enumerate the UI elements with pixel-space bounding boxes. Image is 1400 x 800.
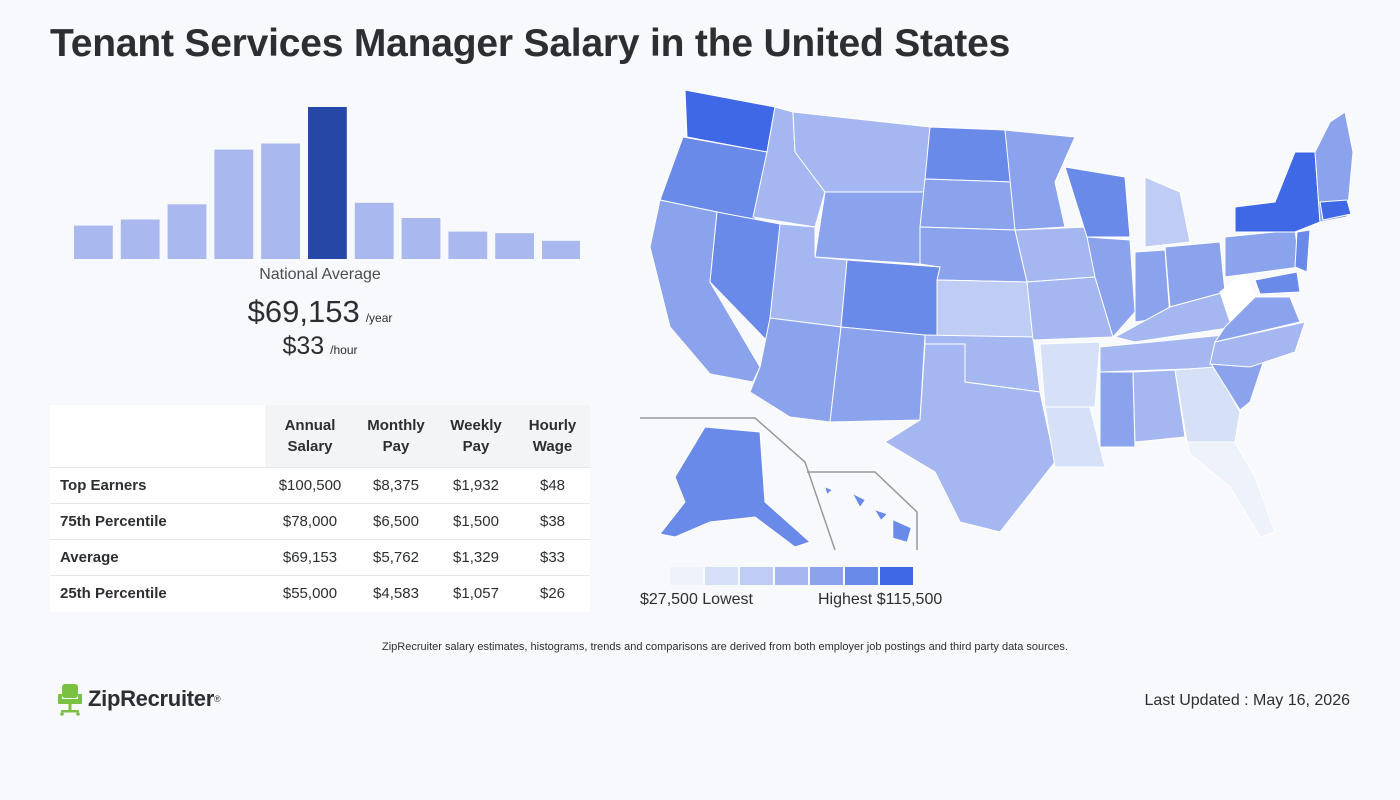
hourly-value: $33 [282, 332, 325, 360]
legend-swatch [845, 567, 878, 585]
cell-hourly: $33 [515, 539, 590, 576]
hawaii-inset-border [807, 471, 918, 550]
map-region-arkansas [1039, 341, 1101, 408]
histogram-bar [120, 219, 160, 259]
map-region-mississippi [1099, 371, 1136, 448]
row-label: Top Earners [50, 467, 265, 504]
salary-table: Annual Salary Monthly Pay Weekly Pay Hou… [50, 405, 590, 612]
chair-icon [58, 684, 82, 716]
table-row: 25th Percentile $55,000 $4,583 $1,057 $2… [50, 575, 590, 612]
page-title: Tenant Services Manager Salary in the Un… [50, 22, 1011, 65]
histogram-bar [354, 202, 394, 259]
map-region-iowa [1014, 226, 1096, 283]
brand-mark: ® [213, 694, 221, 704]
histogram-bar [74, 225, 113, 259]
map-region-new-jersey [1294, 229, 1311, 273]
map-region-maryland [1254, 271, 1301, 295]
map-region-north-carolina [1209, 321, 1306, 368]
alaska-inset-border [640, 417, 836, 551]
cell-monthly: $4,583 [355, 575, 437, 612]
map-region-kansas [936, 279, 1034, 338]
legend-swatch [810, 567, 843, 585]
header-monthly-pay: Monthly Pay [355, 405, 437, 468]
legend-swatch [670, 567, 703, 585]
map-region-michigan [1144, 176, 1191, 248]
cell-weekly: $1,932 [437, 467, 515, 504]
map-region-georgia [1174, 366, 1241, 443]
legend-swatch [880, 567, 913, 585]
map-region-west-virginia [1219, 271, 1256, 323]
cell-annual: $55,000 [265, 575, 355, 612]
row-label: 75th Percentile [50, 503, 265, 540]
yearly-unit: /year [365, 311, 393, 325]
cell-annual: $69,153 [265, 539, 355, 576]
cell-annual: $78,000 [265, 503, 355, 540]
histogram-bar [495, 233, 534, 259]
map-region-colorado [840, 259, 941, 338]
map-region-illinois [1086, 236, 1136, 339]
national-average-label: National Average [259, 266, 381, 283]
legend-high-label: Highest $115,500 [818, 591, 943, 608]
map-region-alaska [659, 426, 811, 548]
map-region-new-york [1234, 151, 1321, 233]
header-hourly-wage: Hourly Wage [515, 405, 590, 468]
map-region-minnesota [1004, 129, 1076, 231]
map-region-hawaii [824, 486, 912, 543]
us-salary-map [640, 89, 1354, 551]
ziprecruiter-logo[interactable]: ZipRecruiter ® [58, 682, 221, 716]
legend-swatch [740, 567, 773, 585]
cell-hourly: $26 [515, 575, 590, 612]
cell-monthly: $5,762 [355, 539, 437, 576]
cell-monthly: $8,375 [355, 467, 437, 504]
table-row: 75th Percentile $78,000 $6,500 $1,500 $3… [50, 503, 590, 540]
histogram-bar [167, 204, 207, 259]
cell-annual: $100,500 [265, 467, 355, 504]
header-annual-salary: Annual Salary [265, 405, 355, 468]
map-region-massachusetts [1319, 199, 1352, 221]
map-region-south-dakota [919, 178, 1016, 231]
map-region-north-dakota [924, 126, 1014, 183]
map-region-alabama [1132, 369, 1186, 443]
national-average-yearly: $69,153/year [60, 294, 580, 330]
cell-weekly: $1,329 [437, 539, 515, 576]
legend-swatch [705, 567, 738, 585]
map-legend [670, 567, 913, 585]
histogram-bar [542, 240, 580, 259]
salary-histogram [74, 107, 580, 259]
row-label: 25th Percentile [50, 575, 265, 612]
footnote: ZipRecruiter salary estimates, histogram… [382, 641, 1068, 653]
national-average-hourly: $33/hour [60, 332, 580, 361]
last-updated: Last Updated : May 16, 2026 [1144, 692, 1350, 709]
cell-weekly: $1,057 [437, 575, 515, 612]
table-row: Average $69,153 $5,762 $1,329 $33 [50, 539, 590, 576]
hourly-unit: /hour [330, 343, 358, 357]
histogram-bar-national-average [308, 107, 347, 259]
map-region-texas [884, 343, 1056, 533]
cell-hourly: $38 [515, 503, 590, 540]
table-header-row: Annual Salary Monthly Pay Weekly Pay Hou… [50, 405, 590, 468]
cell-monthly: $6,500 [355, 503, 437, 540]
histogram-bar [214, 149, 254, 259]
row-label: Average [50, 539, 265, 576]
map-region-pennsylvania [1224, 229, 1301, 278]
histogram-bar [261, 143, 300, 259]
header-weekly-pay: Weekly Pay [437, 405, 515, 468]
yearly-value: $69,153 [247, 294, 360, 329]
map-region-louisiana [1044, 406, 1106, 468]
map-region-new-mexico [829, 326, 926, 423]
cell-hourly: $48 [515, 467, 590, 504]
map-region-florida [1186, 441, 1276, 538]
histogram-bar [401, 218, 441, 259]
map-region-wisconsin [1064, 166, 1131, 238]
brand-name: ZipRecruiter [88, 686, 214, 711]
histogram-bar [448, 231, 488, 259]
cell-weekly: $1,500 [437, 503, 515, 540]
table-row: Top Earners $100,500 $8,375 $1,932 $48 [50, 467, 590, 504]
map-region-wyoming [814, 191, 926, 265]
legend-low-label: $27,500 Lowest [640, 591, 753, 608]
map-region-new-england [1314, 111, 1354, 223]
header-blank [50, 405, 265, 468]
legend-swatch [775, 567, 808, 585]
